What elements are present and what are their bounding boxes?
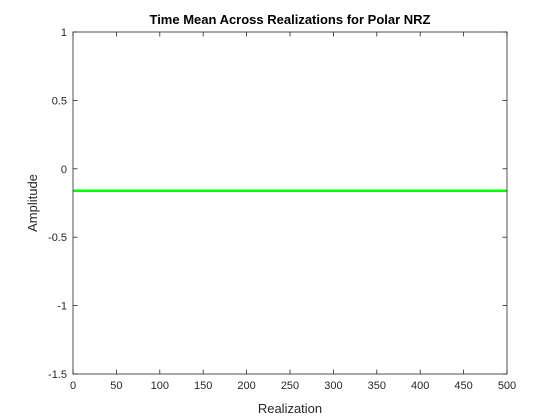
x-tick-label: 150 <box>194 380 212 392</box>
x-tick-label: 200 <box>237 380 255 392</box>
y-axis-label: Amplitude <box>25 174 40 232</box>
x-tick-label: 100 <box>151 380 169 392</box>
x-axis-label: Realization <box>258 401 322 416</box>
x-tick-label: 0 <box>70 380 76 392</box>
plot-area <box>73 32 507 374</box>
y-axis: 1 0.5 0 -0.5 -1 -1.5 <box>48 27 507 381</box>
y-tick-label: -1 <box>57 301 67 313</box>
x-tick-label: 350 <box>368 380 386 392</box>
x-axis: 0 50 100 150 200 250 300 350 400 450 500 <box>70 32 516 392</box>
y-tick-label: -1.5 <box>48 369 67 381</box>
y-tick-label: 0 <box>61 164 67 176</box>
x-tick-label: 300 <box>324 380 342 392</box>
x-tick-label: 450 <box>454 380 472 392</box>
x-tick-label: 250 <box>281 380 299 392</box>
x-tick-label: 50 <box>110 380 122 392</box>
x-tick-label: 500 <box>498 380 516 392</box>
y-tick-label: 1 <box>61 27 67 39</box>
chart-title: Time Mean Across Realizations for Polar … <box>149 12 430 27</box>
y-tick-label: -0.5 <box>48 232 67 244</box>
x-tick-label: 400 <box>411 380 429 392</box>
y-tick-label: 0.5 <box>52 95 67 107</box>
